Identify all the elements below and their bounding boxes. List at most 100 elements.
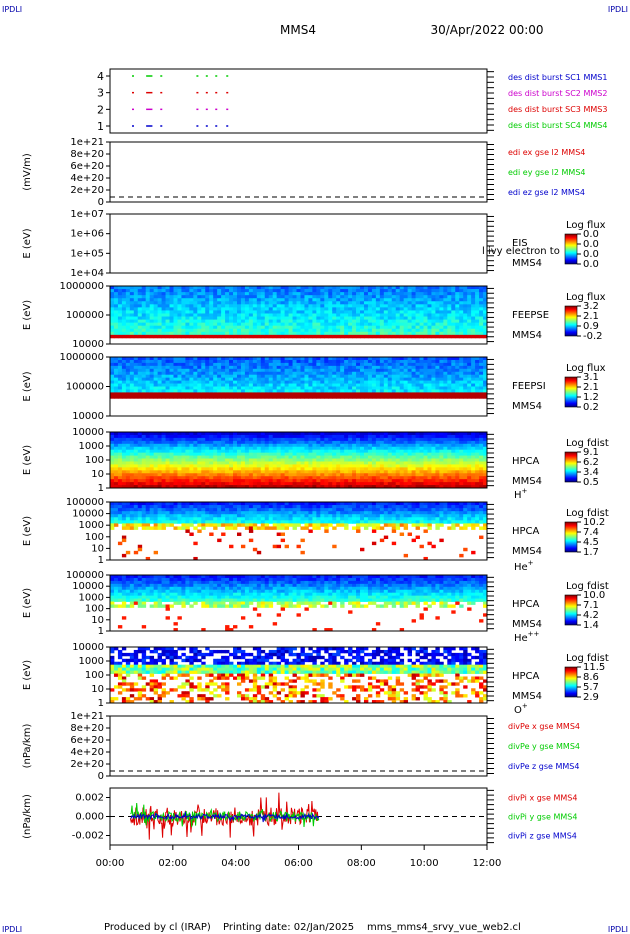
panel-feepsi-cell [125, 380, 131, 384]
panel-hpca_h-cell [169, 437, 174, 442]
panel-hpca_h-cell [367, 432, 373, 436]
panel-feepsi-cell [435, 357, 440, 361]
panel-feepsi-cell [256, 374, 262, 379]
panel-hpca_h-cell [308, 449, 313, 454]
panel-feepsi-cell [209, 371, 214, 376]
panel-feepsi-cell [153, 395, 159, 399]
panel-hpca_h-cell [165, 470, 170, 474]
panel-feepse-cell [113, 313, 119, 317]
panel-feepse-cell [336, 292, 341, 296]
panel-feepse-cell [240, 328, 246, 333]
panel-hpca_h-cell [248, 446, 254, 451]
panel-feepse-cell [312, 307, 317, 311]
panel-hpca_h-cell [300, 476, 305, 480]
panel-hpca_h-cell [209, 455, 214, 459]
panel-hpca_h-cell [169, 446, 174, 451]
panel-feepse-cell [483, 325, 488, 330]
panel-feepsi-cell [244, 365, 250, 370]
panel-feepse-cell [129, 295, 135, 299]
panel-hpca_h-cell [209, 482, 214, 486]
panel-hpca_h-cell [479, 437, 484, 442]
panel-feepse-cell [141, 334, 147, 339]
panel-hpca_h-cell [233, 476, 238, 480]
panel-hpca_he-cell [113, 514, 119, 518]
panel-hpca_h-cell [344, 440, 349, 445]
panel-feepsi-cell [324, 392, 329, 396]
panel-feepsi-cell [165, 386, 170, 390]
panel-feepse-cell [356, 295, 361, 299]
panel-hpca_h-cell [221, 452, 226, 456]
panel-feepsi-cell [153, 359, 159, 364]
panel-feepse-cell [371, 319, 377, 324]
panel-feepse-cell [169, 319, 174, 324]
panel-feepsi-cell [133, 395, 139, 399]
panel-feepse-cell [296, 289, 301, 293]
panel-hpca_h-cell [443, 449, 448, 454]
panel-hpca_h-cell [169, 473, 174, 477]
panel-feepse-cell [121, 328, 127, 333]
panel-hpca_h-cell [360, 446, 365, 451]
panel-feepsi-cell [371, 362, 377, 367]
panel-feepsi-cell [205, 377, 210, 381]
panel-feepse-cell [367, 322, 373, 327]
panel-feepsi-cell [455, 383, 460, 387]
panel-feepse-cell [125, 289, 131, 293]
panel-feepsi-cell [264, 383, 270, 387]
panel-hpca_h-cell [145, 455, 151, 459]
panel-feepse-cell [371, 328, 377, 333]
panel-feepse-cell [157, 334, 162, 339]
panel-feepsi-cell [399, 368, 405, 373]
panel-hpca_h-cell [352, 446, 357, 451]
panel-feepse-cell [439, 304, 444, 308]
panel-feepsi-cell [304, 386, 309, 390]
panel-feepse-cell [455, 298, 460, 302]
panel-hpca_h-cell [332, 434, 337, 439]
panel-feepse-cell [447, 310, 452, 314]
panel-feepse-cell [248, 286, 254, 290]
panel-hpca_h-cell [268, 476, 274, 480]
panel-hpca_h-cell [363, 437, 369, 442]
panel-hpca_h-cell [431, 476, 436, 480]
panel-hpca_h-cell [189, 467, 194, 471]
panel-hpca_h-cell [447, 467, 452, 471]
panel-feepsi-cell [371, 357, 377, 361]
panel-hpca_h-cell [395, 485, 401, 489]
panel-feepse-cell [110, 301, 115, 305]
panel-feepse-cell [272, 325, 278, 330]
panel-feepsi-cell [395, 383, 401, 387]
panel-hpca_h-cell [129, 446, 135, 451]
panel-feepse-cell [479, 316, 484, 320]
panel-hpca_h-cell [209, 440, 214, 445]
panel-hpca_h-cell [363, 443, 369, 448]
panel-feepse-cell [459, 331, 464, 336]
panel-feepsi-cell [173, 371, 178, 376]
panel-feepse-cell [471, 328, 476, 333]
panel-hpca_h-cell [463, 432, 468, 436]
panel-feepse-cell [300, 331, 305, 336]
panel-feepse-cell [344, 286, 349, 290]
panel-hpca_h-cell [121, 443, 127, 448]
panel-feepsi-cell [145, 371, 151, 376]
panel-feepsi-cell [133, 383, 139, 387]
panel-hpca_h-cell [110, 455, 115, 459]
panel-feepse-cell [229, 295, 234, 299]
panel-feepsi-cell [308, 386, 313, 390]
panel-feepse-cell [133, 316, 139, 320]
panel-feepse-cell [439, 301, 444, 305]
panel-hpca_h-cell [129, 479, 135, 483]
panel-feepsi-cell [435, 389, 440, 393]
panel-feepsi-cell [300, 371, 305, 376]
panel-feepse-cell [340, 286, 345, 290]
panel-feepsi-cell [463, 392, 468, 396]
panel-hpca_h-cell [177, 461, 182, 465]
panel-feepse-cell [181, 295, 186, 299]
panel-feepse-cell [197, 295, 202, 299]
panel-hpca_h-cell [193, 434, 198, 439]
panel-feepse-cell [149, 313, 155, 317]
panel-feepsi-cell [244, 383, 250, 387]
panel-feepsi-cell [467, 389, 472, 393]
panel-feepse-cell [316, 313, 321, 317]
panel-feepse-cell [165, 313, 170, 317]
panel-feepsi-cell [133, 368, 139, 373]
panel-feepse-cell [447, 319, 452, 324]
